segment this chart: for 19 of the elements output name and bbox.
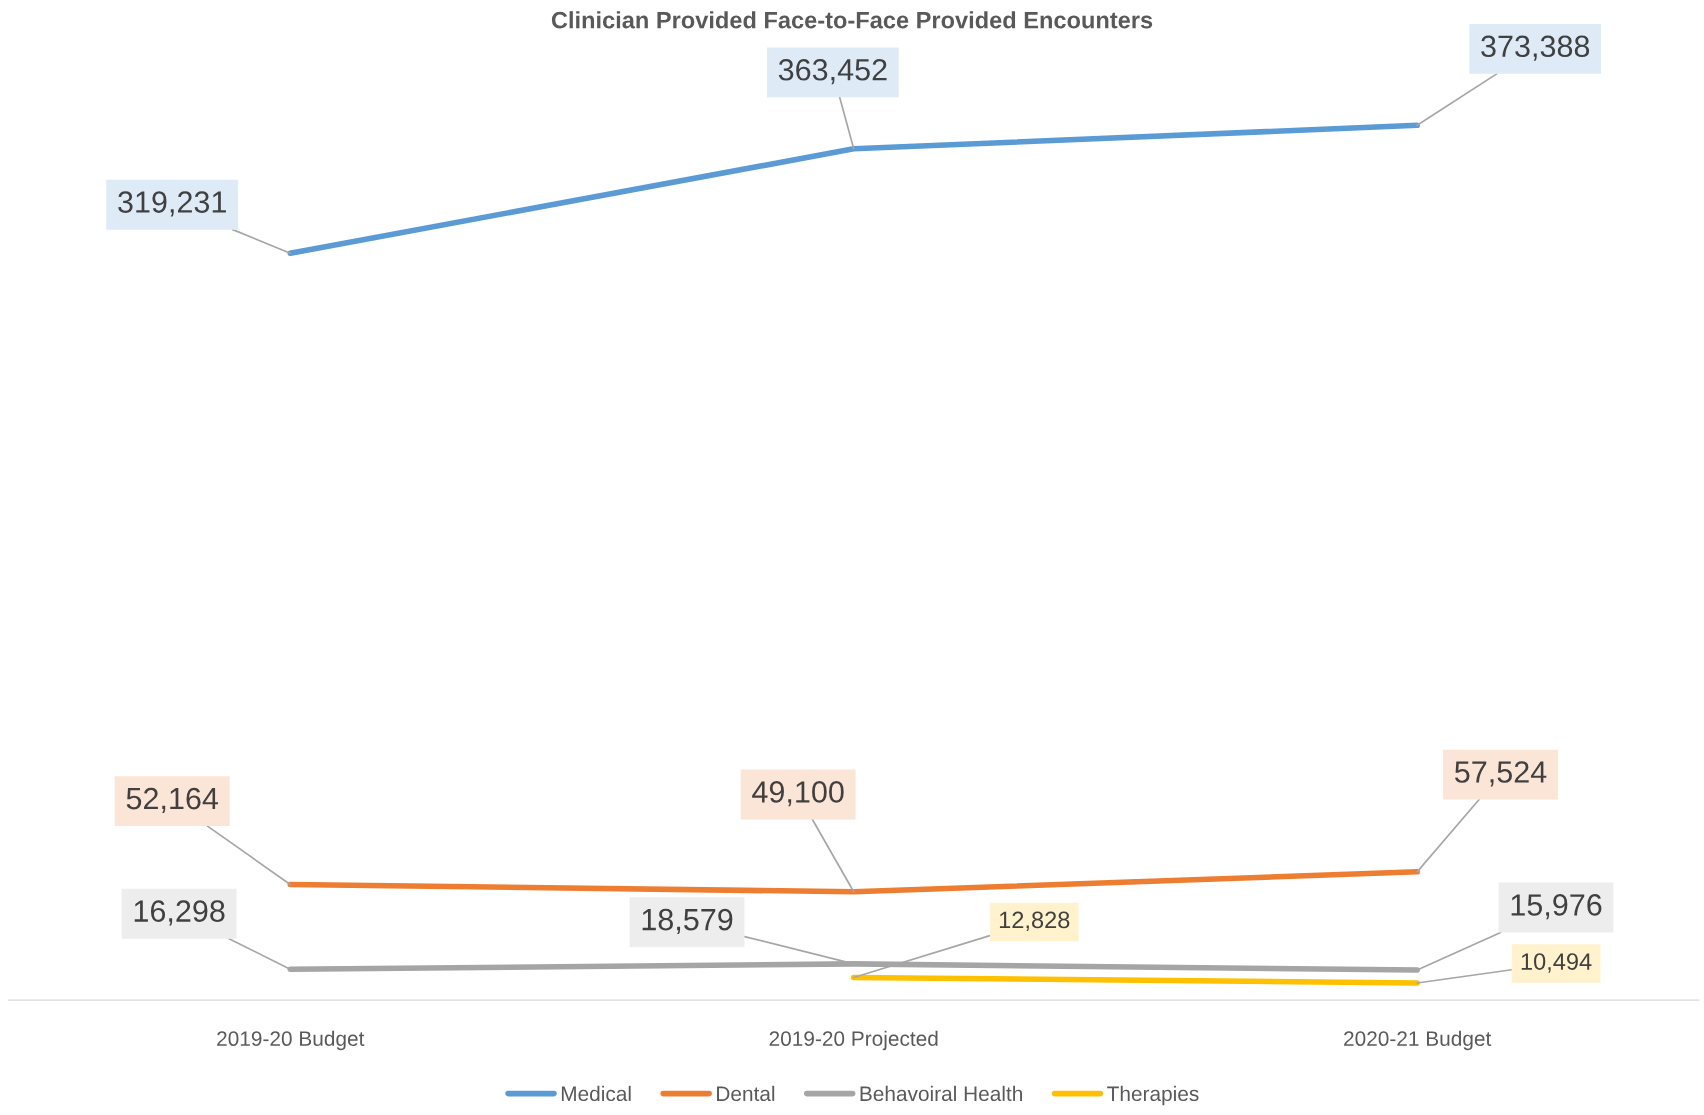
data-label: 18,579	[642, 908, 733, 935]
legend-label: Medical	[561, 1085, 631, 1102]
legend-label: Behavoiral Health	[860, 1085, 1022, 1102]
data-label: 319,231	[118, 191, 226, 217]
x-tick-label: 2019-20 Budget	[217, 1030, 365, 1051]
legend-label: Dental	[717, 1085, 775, 1102]
data-label: 57,524	[1454, 761, 1547, 787]
data-label: 363,452	[778, 58, 887, 85]
data-label: 49,100	[752, 781, 844, 807]
chart-title: Clinician Provided Face-to-Face Provided Encounters	[551, 11, 1153, 29]
legend-label: Therapies	[1107, 1085, 1199, 1106]
x-tick-label: 2019-20 Projected	[769, 1030, 938, 1051]
x-tick-label: 2020-21 Budget	[1344, 1030, 1492, 1051]
data-label: 12,828	[999, 911, 1070, 932]
data-label: 15,976	[1511, 894, 1602, 920]
data-label: 16,298	[134, 900, 225, 926]
data-label: 373,388	[1481, 35, 1590, 61]
data-label: 52,164	[126, 787, 219, 813]
data-label: 10,494	[1521, 953, 1592, 973]
